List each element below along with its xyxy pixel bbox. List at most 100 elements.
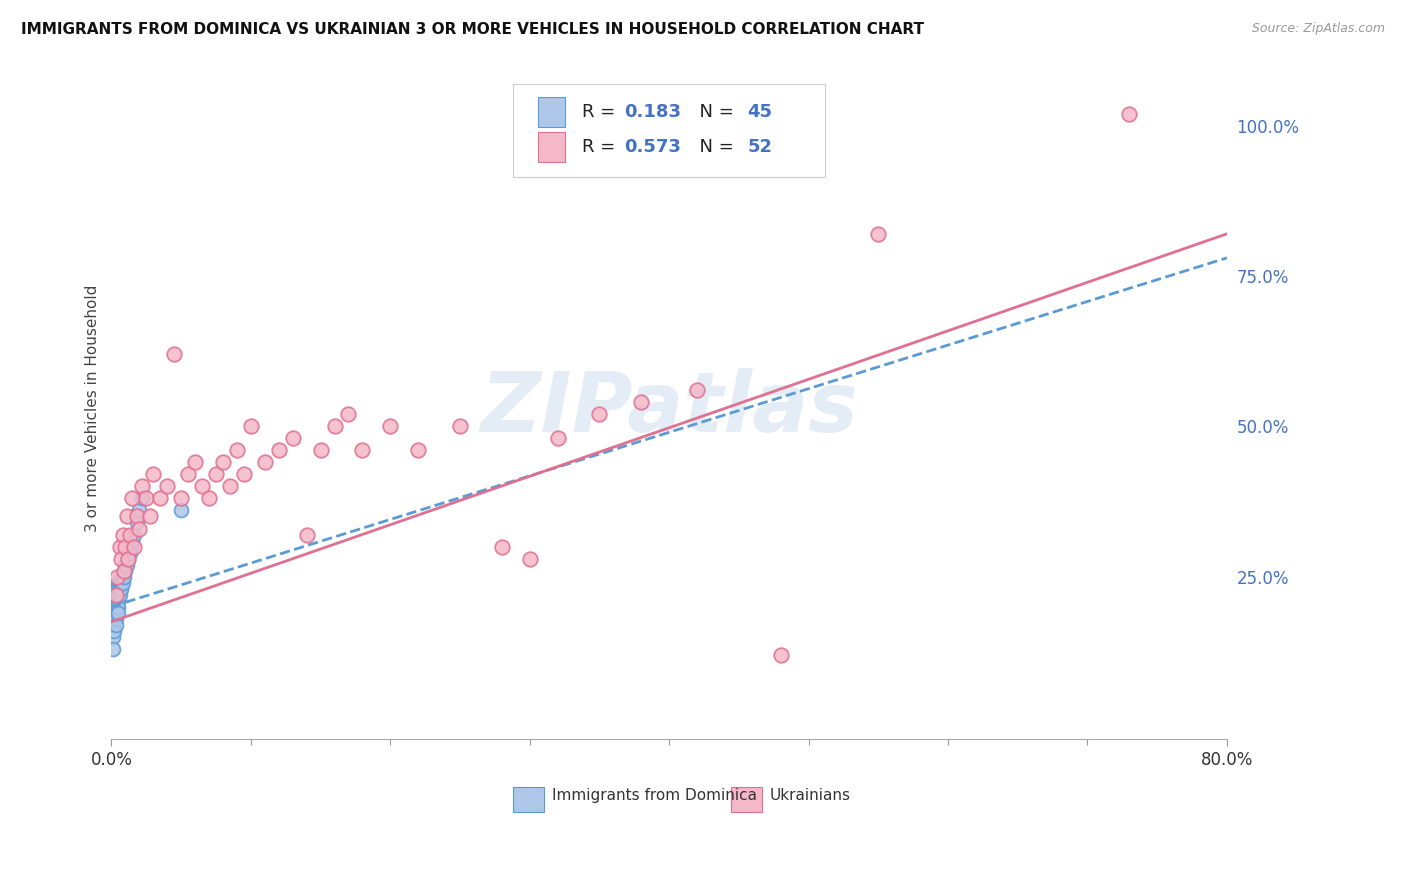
Point (111, 575, 134, 590)
Point (239, 419, 262, 434)
Point (232, 467, 254, 482)
Point (117, 551, 139, 566)
Point (104, 606, 127, 620)
Point (105, 599, 128, 614)
Point (128, 521, 150, 535)
Text: R =: R = (582, 138, 621, 156)
Point (118, 527, 141, 541)
FancyBboxPatch shape (513, 787, 544, 812)
Point (337, 407, 360, 421)
Point (112, 564, 135, 578)
Point (352, 443, 374, 458)
Point (107, 599, 129, 614)
Point (108, 540, 131, 554)
Y-axis label: 3 or more Vehicles in Household: 3 or more Vehicles in Household (86, 285, 100, 532)
Text: 0.573: 0.573 (624, 138, 682, 156)
Text: Ukrainians: Ukrainians (769, 788, 851, 803)
Point (868, 227, 890, 241)
Point (122, 540, 145, 554)
Point (253, 455, 276, 469)
Text: Source: ZipAtlas.com: Source: ZipAtlas.com (1251, 22, 1385, 36)
Point (212, 455, 235, 469)
Point (108, 588, 131, 602)
Point (115, 509, 138, 524)
FancyBboxPatch shape (513, 84, 825, 177)
Point (121, 533, 143, 548)
Point (131, 491, 153, 506)
Point (101, 641, 124, 656)
Point (104, 612, 127, 626)
Point (112, 569, 135, 583)
Text: N =: N = (688, 103, 740, 120)
Point (110, 551, 132, 566)
Point (111, 569, 134, 583)
Point (491, 540, 513, 554)
Point (101, 617, 124, 632)
Text: ZIPatlas: ZIPatlas (481, 368, 858, 449)
Point (105, 569, 128, 583)
Point (170, 491, 193, 506)
Point (125, 516, 148, 530)
Point (128, 503, 150, 517)
Point (104, 588, 127, 602)
Point (135, 491, 157, 506)
Point (281, 431, 304, 445)
Point (149, 491, 172, 506)
Text: R =: R = (582, 103, 621, 120)
Text: 45: 45 (747, 103, 772, 120)
Point (225, 443, 247, 458)
Point (107, 588, 129, 602)
Point (105, 575, 128, 590)
FancyBboxPatch shape (537, 97, 565, 127)
Point (323, 419, 346, 434)
Point (111, 527, 134, 541)
Point (142, 467, 165, 482)
FancyBboxPatch shape (731, 787, 762, 812)
Point (163, 347, 186, 361)
Point (107, 606, 129, 620)
Point (170, 503, 193, 517)
Point (547, 431, 569, 445)
Point (1118, 106, 1140, 120)
Point (295, 527, 318, 541)
Text: IMMIGRANTS FROM DOMINICA VS UKRAINIAN 3 OR MORE VEHICLES IN HOUSEHOLD CORRELATIO: IMMIGRANTS FROM DOMINICA VS UKRAINIAN 3 … (21, 22, 924, 37)
Point (380, 419, 402, 434)
Point (107, 593, 129, 607)
Point (103, 612, 125, 626)
Text: N =: N = (688, 138, 740, 156)
Point (519, 551, 541, 566)
Point (205, 467, 228, 482)
Point (191, 479, 214, 493)
Point (115, 558, 138, 572)
Point (105, 593, 128, 607)
Point (107, 575, 129, 590)
Point (184, 455, 207, 469)
Point (101, 630, 124, 644)
Point (121, 491, 143, 506)
Point (104, 599, 127, 614)
Point (108, 575, 131, 590)
Point (156, 479, 179, 493)
Point (198, 491, 221, 506)
Point (108, 582, 131, 596)
Point (104, 588, 127, 602)
Point (105, 588, 128, 602)
Point (110, 575, 132, 590)
Point (630, 395, 652, 409)
Point (103, 599, 125, 614)
Point (112, 564, 135, 578)
Point (114, 558, 136, 572)
Point (103, 624, 125, 638)
Point (114, 540, 136, 554)
Point (110, 582, 132, 596)
Point (114, 564, 136, 578)
Point (120, 540, 142, 554)
Point (125, 509, 148, 524)
Point (103, 588, 125, 602)
Point (118, 545, 141, 559)
FancyBboxPatch shape (537, 132, 565, 161)
Point (131, 479, 153, 493)
Point (139, 509, 162, 524)
Point (105, 606, 128, 620)
Text: 52: 52 (747, 138, 772, 156)
